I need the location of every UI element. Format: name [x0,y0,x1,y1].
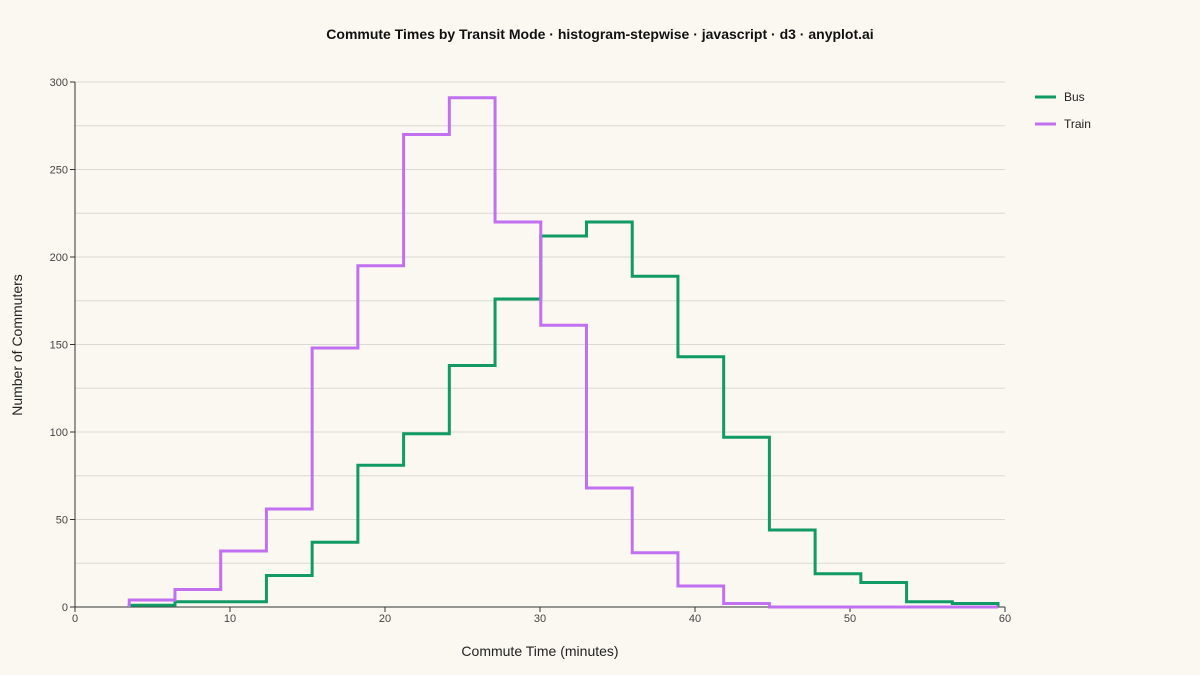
series-line-bus [127,220,1000,607]
x-axis-title: Commute Time (minutes) [461,643,618,659]
x-tick-label: 20 [379,613,391,625]
legend-label-bus: Bus [1064,90,1085,104]
y-tick-label: 100 [50,427,68,439]
x-tick-label: 30 [534,613,546,625]
series-line-train [127,96,999,609]
y-tick-label: 50 [56,515,68,527]
y-axis-title: Number of Commuters [9,274,25,416]
y-tick-label: 150 [50,340,68,352]
axes: 0 50 100 150 200 250 300 0 10 20 30 40 50 60 [50,77,1011,625]
y-tick-label: 0 [62,602,68,614]
x-tick-label: 0 [72,613,78,625]
x-tick-label: 50 [844,613,856,625]
grid-lines [75,81,1005,564]
x-tick-label: 40 [689,613,701,625]
chart-title: Commute Times by Transit Mode · histogra… [326,26,873,42]
y-tick-label: 300 [50,77,68,89]
series-lines [127,96,1000,609]
y-tick-label: 200 [50,252,68,264]
y-tick-label: 250 [50,165,68,177]
x-tick-label: 60 [999,613,1011,625]
legend-label-train: Train [1064,117,1091,131]
legend: Bus Train [1035,90,1091,131]
x-tick-label: 10 [224,613,236,625]
